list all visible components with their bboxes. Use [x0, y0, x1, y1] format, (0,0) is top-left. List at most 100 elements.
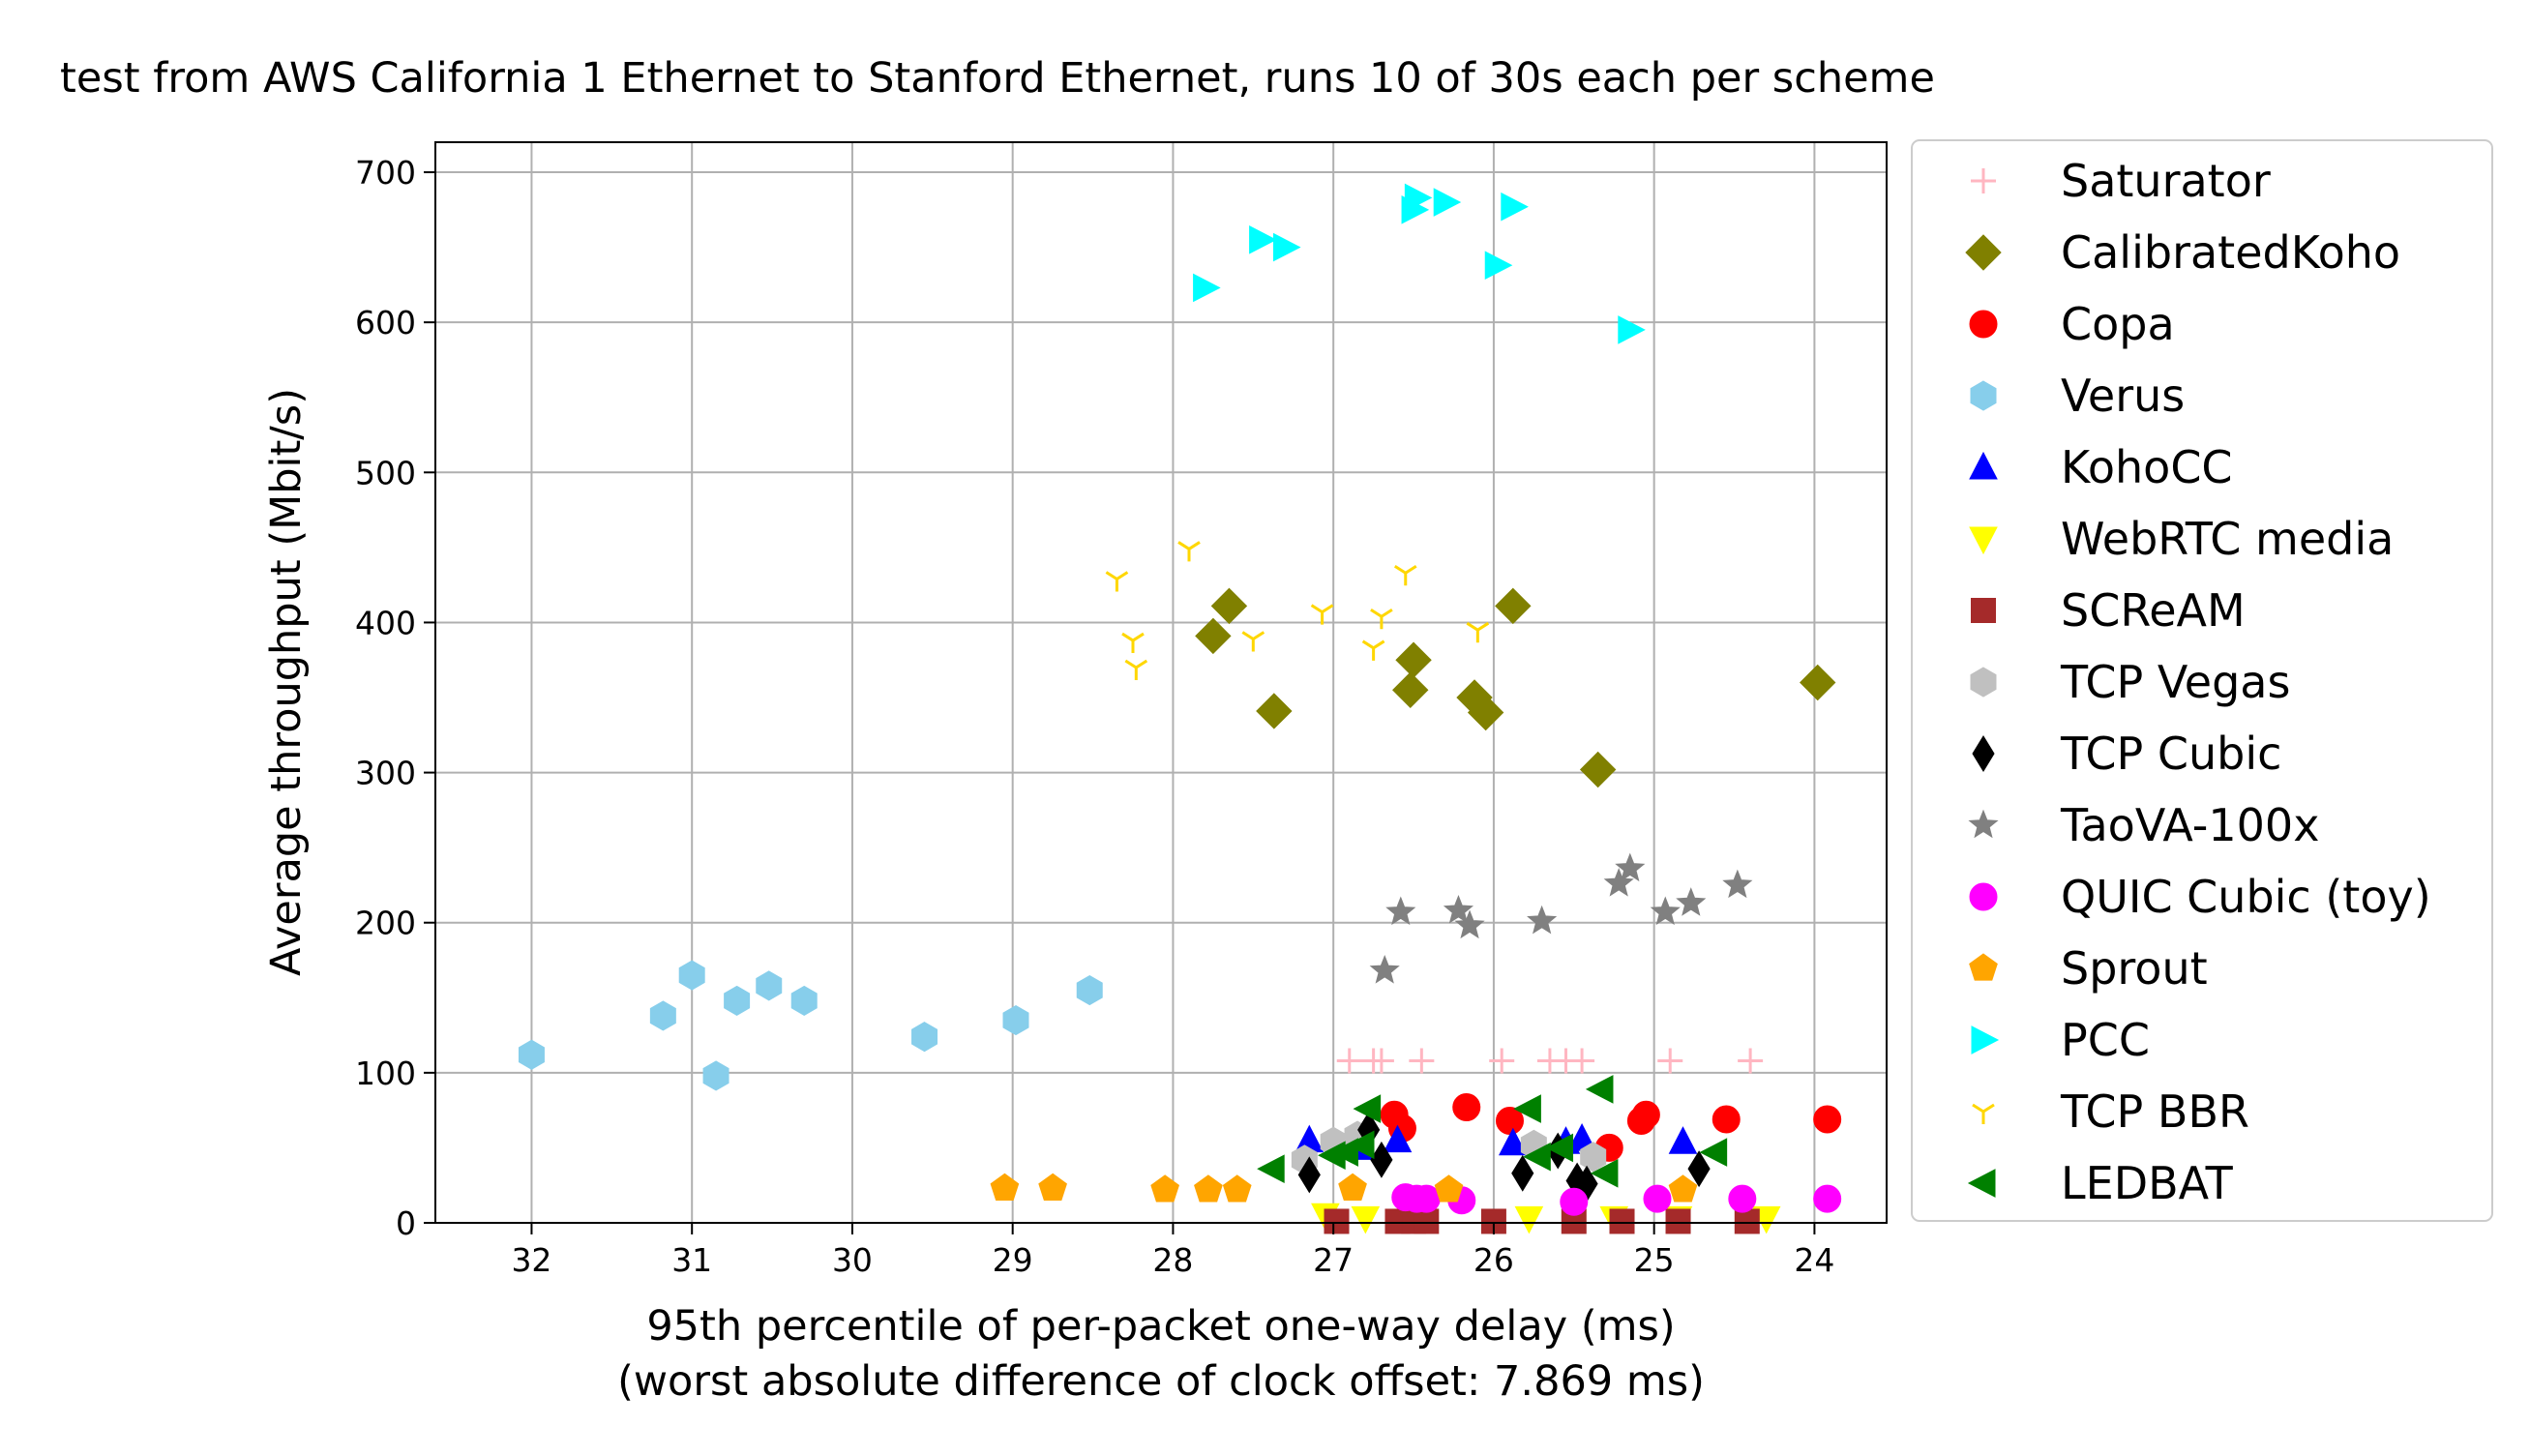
- data-point: [1241, 631, 1265, 652]
- legend-label: CalibratedKoho: [2061, 226, 2400, 279]
- data-point: [1609, 1208, 1635, 1234]
- x-axis-label: 95th percentile of per-packet one-way de…: [646, 1302, 1675, 1351]
- data-point: [1433, 188, 1462, 217]
- data-point: [1195, 617, 1232, 655]
- data-point: [1467, 694, 1504, 731]
- y-tick-label: 600: [355, 304, 416, 342]
- data-point: [1324, 1208, 1350, 1234]
- data-point: [1699, 1138, 1728, 1167]
- data-point: [1643, 1184, 1672, 1213]
- x-tick-label: 30: [832, 1241, 873, 1279]
- x-axis-ticks: 32 31 30 29 28 27 26 25 24: [511, 1223, 1834, 1279]
- legend-label: LEDBAT: [2061, 1157, 2234, 1209]
- legend-entry-calibratedkoho: CalibratedKoho: [1965, 226, 2400, 279]
- series-verus: [518, 960, 1103, 1091]
- data-point: [1002, 1004, 1029, 1036]
- legend-entry-ledbat: LEDBAT: [1967, 1157, 2234, 1209]
- data-point: [1501, 192, 1529, 222]
- y-tick-label: 500: [355, 454, 416, 491]
- data-point: [1585, 1075, 1614, 1104]
- data-point: [1466, 621, 1490, 643]
- data-point: [1257, 1154, 1285, 1183]
- legend-label: Copa: [2061, 298, 2175, 350]
- legend-entry-verus: Verus: [1970, 370, 2185, 422]
- data-point: [1650, 896, 1681, 926]
- data-point: [1336, 1048, 1362, 1074]
- data-point: [1443, 894, 1474, 924]
- x-tick-label: 32: [511, 1241, 551, 1279]
- y-axis-ticks: 0 100 200 300 400 500 600 700: [355, 154, 435, 1242]
- x-tick-label: 25: [1634, 1241, 1675, 1279]
- data-point: [1353, 1094, 1382, 1123]
- data-point: [1454, 909, 1485, 939]
- legend-label: TCP BBR: [2060, 1085, 2249, 1138]
- data-point: [1385, 896, 1416, 926]
- legend-marker: [1969, 526, 1998, 555]
- series-tcp-bbr: [1105, 541, 1490, 680]
- series-ledbat: [1257, 1075, 1728, 1188]
- data-point: [790, 985, 818, 1016]
- data-point: [1498, 1127, 1528, 1156]
- legend-entry-pcc: PCC: [1971, 1014, 2150, 1066]
- data-point: [990, 1173, 1020, 1201]
- data-point: [1361, 639, 1385, 661]
- legend-entry-tcp-vegas: TCP Vegas: [1970, 656, 2290, 708]
- data-point: [1222, 1174, 1252, 1203]
- data-point: [1615, 852, 1646, 882]
- data-point: [1800, 664, 1836, 701]
- data-point: [1484, 251, 1513, 281]
- legend-entry-tcp-bbr: TCP BBR: [1972, 1085, 2249, 1138]
- data-point: [1194, 1174, 1223, 1203]
- data-point: [1383, 1124, 1413, 1153]
- data-point: [1511, 1154, 1534, 1192]
- legend-label: TCP Cubic: [2060, 728, 2281, 780]
- data-point: [1193, 273, 1221, 303]
- data-point: [1256, 693, 1293, 729]
- legend-label: WebRTC media: [2061, 513, 2394, 565]
- data-point: [1813, 1184, 1842, 1213]
- legend-marker: [1967, 1169, 1996, 1198]
- data-point: [1249, 225, 1277, 254]
- data-point: [1404, 183, 1433, 213]
- data-point: [724, 985, 751, 1016]
- legend-marker: [1965, 234, 2002, 271]
- plot-frame: [434, 141, 1888, 1224]
- data-point: [1711, 1105, 1741, 1134]
- series-taova-100x: [1369, 852, 1753, 984]
- data-point: [1495, 587, 1532, 625]
- x-axis-sublabel: (worst absolute difference of clock offs…: [617, 1357, 1705, 1406]
- series-saturator: [1336, 1048, 1764, 1074]
- x-tick-label: 27: [1313, 1241, 1354, 1279]
- data-point: [1297, 1156, 1321, 1194]
- data-point: [1738, 1048, 1764, 1074]
- data-point: [1603, 868, 1634, 897]
- data-point: [1210, 587, 1248, 625]
- data-point: [1370, 1141, 1393, 1178]
- legend-entry-kohocc: KohoCC: [1969, 441, 2233, 493]
- legend: Saturator CalibratedKoho Copa Verus KohoCC We…: [1911, 139, 2493, 1222]
- data-point: [1618, 315, 1646, 344]
- y-tick-label: 700: [355, 154, 416, 192]
- data-point: [1124, 659, 1148, 680]
- data-point: [1579, 751, 1617, 788]
- data-point: [1038, 1173, 1067, 1201]
- data-point: [1370, 608, 1393, 630]
- legend-label: QUIC Cubic (toy): [2061, 871, 2431, 923]
- data-point: [1728, 1184, 1757, 1213]
- series-pcc: [1193, 183, 1646, 344]
- legend-entry-quic-cubic-toy: QUIC Cubic (toy): [1969, 871, 2431, 923]
- legend-entry-webrtc-media: WebRTC media: [1969, 513, 2394, 565]
- data-points: [518, 183, 1842, 1234]
- data-point: [1392, 671, 1429, 708]
- legend-entry-sprout: Sprout: [1969, 942, 2208, 995]
- data-point: [911, 1022, 938, 1053]
- series-copa: [1380, 1093, 1842, 1162]
- y-tick-label: 200: [355, 905, 416, 942]
- data-point: [1813, 1105, 1842, 1134]
- legend-label: Saturator: [2061, 155, 2271, 207]
- legend-label: TCP Vegas: [2060, 656, 2290, 708]
- data-point: [1177, 541, 1201, 562]
- legend-marker: [1969, 310, 1998, 339]
- data-point: [1452, 1093, 1481, 1122]
